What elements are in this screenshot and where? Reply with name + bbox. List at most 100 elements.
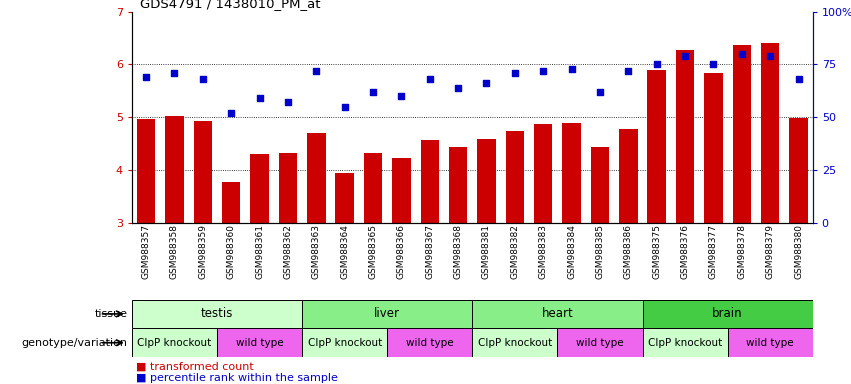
Bar: [676, 50, 694, 223]
Point: [678, 53, 692, 59]
Text: ■ transformed count: ■ transformed count: [136, 362, 254, 372]
Text: ClpP knockout: ClpP knockout: [137, 338, 212, 348]
Point: [451, 84, 465, 91]
Point: [338, 104, 351, 110]
Text: wild type: wild type: [406, 338, 454, 348]
Text: GSM988366: GSM988366: [397, 224, 406, 279]
Point: [791, 76, 805, 82]
Bar: [307, 133, 325, 223]
Bar: [335, 172, 354, 223]
Point: [508, 70, 522, 76]
Bar: [733, 45, 751, 223]
Bar: [472, 300, 643, 328]
Text: testis: testis: [201, 308, 233, 320]
Bar: [364, 153, 382, 223]
Bar: [643, 328, 728, 357]
Text: GSM988357: GSM988357: [141, 224, 151, 279]
Bar: [761, 43, 780, 223]
Text: GSM988360: GSM988360: [226, 224, 236, 279]
Bar: [420, 140, 439, 223]
Point: [196, 76, 209, 82]
Point: [366, 89, 380, 95]
Text: GSM988365: GSM988365: [368, 224, 378, 279]
Text: GSM988385: GSM988385: [596, 224, 604, 279]
Point: [593, 89, 607, 95]
Bar: [643, 300, 813, 328]
Bar: [728, 328, 813, 357]
Bar: [217, 328, 302, 357]
Point: [565, 65, 579, 71]
Text: brain: brain: [712, 308, 743, 320]
Text: GSM988361: GSM988361: [255, 224, 264, 279]
Text: GSM988382: GSM988382: [511, 224, 519, 279]
Point: [763, 53, 777, 59]
Text: ■ percentile rank within the sample: ■ percentile rank within the sample: [136, 373, 338, 383]
Text: GSM988368: GSM988368: [454, 224, 463, 279]
Bar: [790, 118, 808, 223]
Bar: [250, 154, 269, 223]
Text: wild type: wild type: [746, 338, 794, 348]
Text: GSM988384: GSM988384: [567, 224, 576, 279]
Point: [423, 76, 437, 82]
Bar: [302, 300, 472, 328]
Text: GSM988358: GSM988358: [170, 224, 179, 279]
Text: wild type: wild type: [236, 338, 283, 348]
Point: [310, 68, 323, 74]
Text: tissue: tissue: [94, 309, 128, 319]
Bar: [137, 119, 155, 223]
Bar: [648, 70, 665, 223]
Text: wild type: wild type: [576, 338, 624, 348]
Point: [140, 74, 153, 80]
Text: heart: heart: [541, 308, 574, 320]
Point: [253, 95, 266, 101]
Bar: [534, 124, 552, 223]
Text: GSM988386: GSM988386: [624, 224, 633, 279]
Text: GSM988363: GSM988363: [311, 224, 321, 279]
Bar: [557, 328, 643, 357]
Text: GSM988364: GSM988364: [340, 224, 349, 279]
Text: GSM988375: GSM988375: [652, 224, 661, 279]
Point: [621, 68, 635, 74]
Text: GSM988378: GSM988378: [737, 224, 746, 279]
Point: [536, 68, 550, 74]
Bar: [505, 131, 524, 223]
Point: [650, 61, 664, 68]
Bar: [132, 300, 302, 328]
Text: liver: liver: [374, 308, 400, 320]
Text: GSM988379: GSM988379: [766, 224, 774, 279]
Bar: [165, 116, 184, 223]
Bar: [449, 147, 467, 223]
Bar: [392, 158, 410, 223]
Text: ClpP knockout: ClpP knockout: [477, 338, 552, 348]
Bar: [563, 124, 580, 223]
Point: [168, 70, 181, 76]
Point: [395, 93, 408, 99]
Bar: [132, 328, 217, 357]
Bar: [619, 129, 637, 223]
Text: GSM988381: GSM988381: [482, 224, 491, 279]
Bar: [387, 328, 472, 357]
Text: GSM988359: GSM988359: [198, 224, 208, 279]
Bar: [222, 182, 240, 223]
Point: [225, 110, 238, 116]
Text: genotype/variation: genotype/variation: [21, 338, 128, 348]
Point: [480, 80, 494, 86]
Bar: [193, 121, 212, 223]
Bar: [591, 147, 609, 223]
Text: ClpP knockout: ClpP knockout: [307, 338, 382, 348]
Text: GDS4791 / 1438010_PM_at: GDS4791 / 1438010_PM_at: [140, 0, 321, 10]
Point: [735, 51, 749, 57]
Text: GSM988377: GSM988377: [709, 224, 718, 279]
Point: [706, 61, 720, 68]
Bar: [472, 328, 557, 357]
Bar: [278, 153, 297, 223]
Text: GSM988383: GSM988383: [539, 224, 548, 279]
Point: [281, 99, 294, 106]
Bar: [302, 328, 387, 357]
Text: GSM988362: GSM988362: [283, 224, 293, 279]
Text: GSM988380: GSM988380: [794, 224, 803, 279]
Text: GSM988367: GSM988367: [426, 224, 434, 279]
Text: GSM988376: GSM988376: [681, 224, 689, 279]
Bar: [477, 139, 495, 223]
Bar: [704, 73, 722, 223]
